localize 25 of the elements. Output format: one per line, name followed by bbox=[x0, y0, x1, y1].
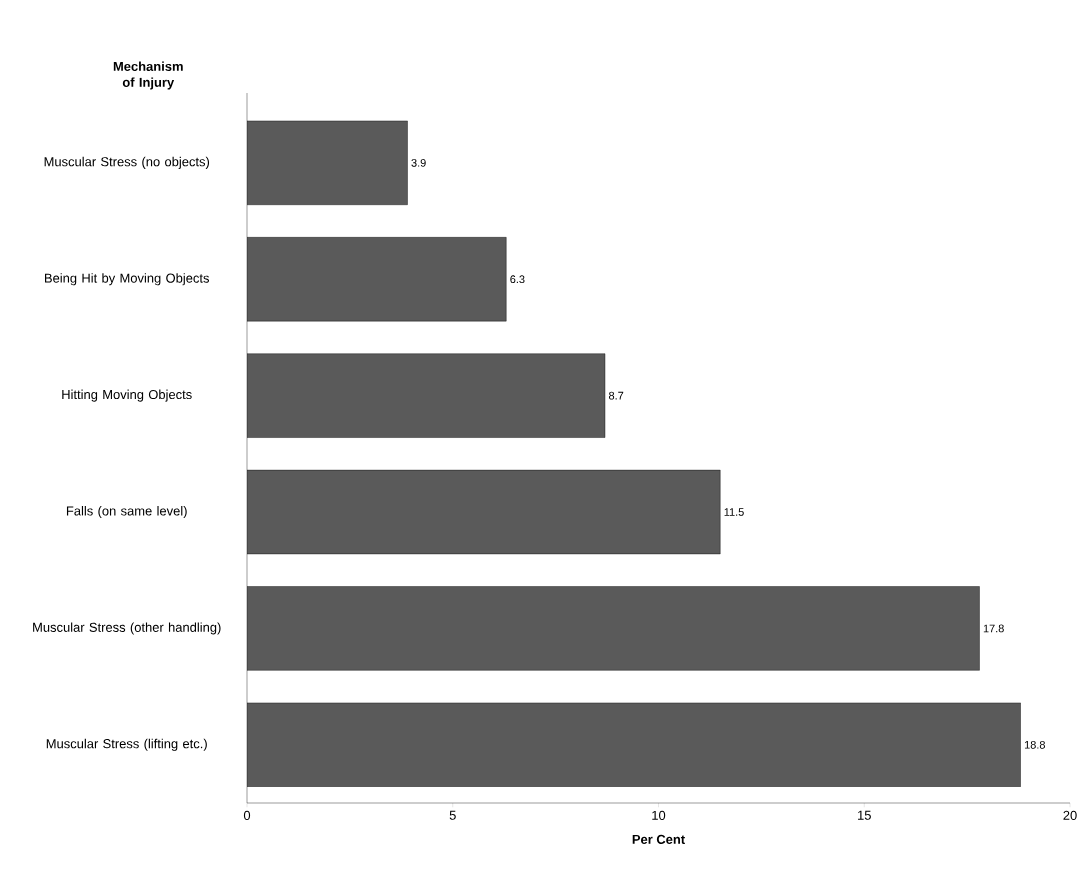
data-label: 3.9 bbox=[411, 158, 426, 167]
y-tick-label: Muscular Stress (lifting etc.) bbox=[46, 738, 207, 751]
y-axis-title: Mechanism of Injury bbox=[113, 61, 183, 90]
x-tick-label: 10 bbox=[652, 810, 666, 820]
bar bbox=[247, 353, 606, 438]
data-label: 6.3 bbox=[510, 275, 525, 284]
y-tick-label: Falls (on same level) bbox=[66, 505, 187, 519]
bar bbox=[247, 237, 507, 322]
bar bbox=[247, 702, 1021, 787]
y-tick-label: Muscular Stress (other handling) bbox=[33, 622, 221, 635]
bar bbox=[247, 469, 721, 555]
data-label: 17.8 bbox=[983, 624, 1004, 633]
bar bbox=[247, 586, 980, 671]
y-tick-label: Being Hit by Moving Objects bbox=[45, 273, 210, 286]
data-label: 18.8 bbox=[1024, 740, 1045, 749]
x-tick-label: 20 bbox=[1063, 810, 1077, 820]
x-tick-label: 5 bbox=[449, 810, 456, 820]
data-label: 8.7 bbox=[609, 391, 624, 400]
data-label: 11.5 bbox=[724, 508, 744, 516]
x-tick-label: 0 bbox=[243, 810, 251, 820]
y-tick-label: Muscular Stress (no objects) bbox=[44, 156, 210, 169]
bar bbox=[247, 120, 408, 205]
x-tick-label: 15 bbox=[858, 810, 871, 820]
y-tick-label: Hitting Moving Objects bbox=[62, 389, 192, 402]
x-axis-title: Per Cent bbox=[632, 834, 685, 844]
